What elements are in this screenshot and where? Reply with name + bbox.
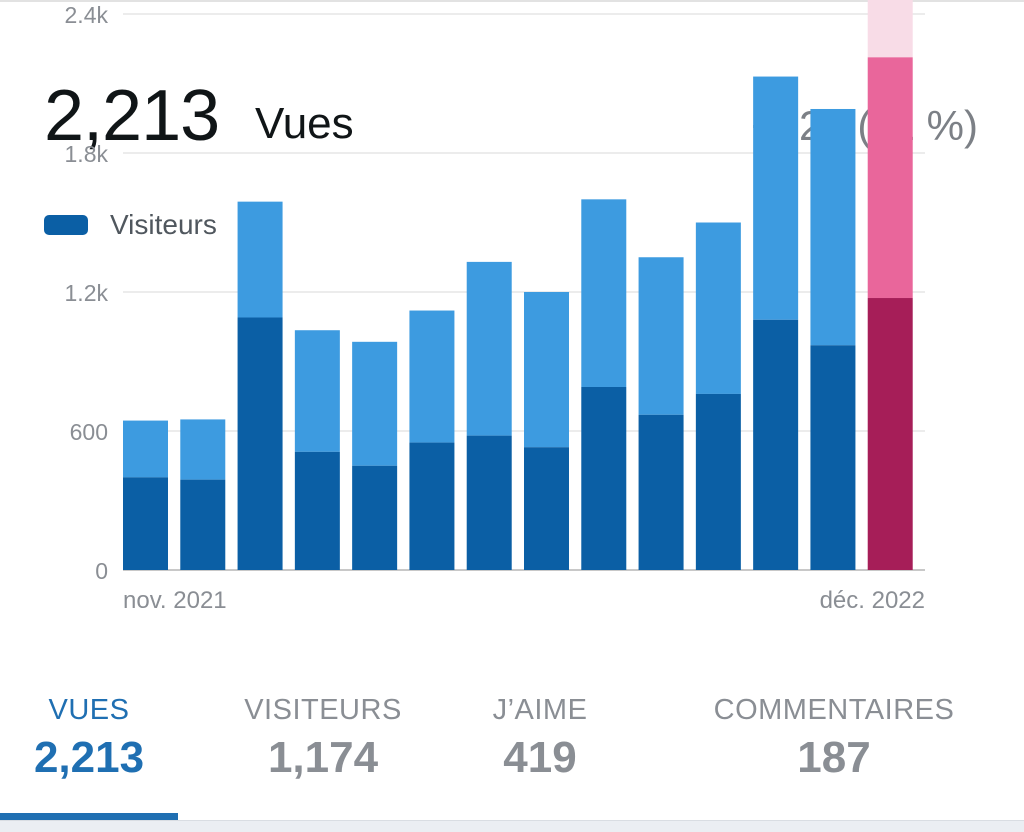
- y-axis-ticks: 0 600 1.2k 1.8k 2.4k: [65, 2, 109, 584]
- projection-bar: [867, 0, 913, 58]
- tab-comments-value: 187: [797, 733, 871, 782]
- tab-views[interactable]: VUES 2,213: [0, 692, 178, 784]
- active-tab-indicator: [0, 813, 178, 820]
- views-bar[interactable]: [753, 76, 799, 320]
- chart-bars: [123, 0, 913, 570]
- visitors-bar[interactable]: [466, 435, 512, 570]
- y-tick-label: 600: [70, 419, 108, 445]
- y-tick-label: 1.2k: [65, 280, 109, 306]
- views-bar[interactable]: [180, 419, 226, 480]
- visitors-bar[interactable]: [237, 317, 283, 570]
- visitors-bar[interactable]: [409, 442, 455, 570]
- tab-comments-label: COMMENTAIRES: [713, 694, 955, 726]
- visitors-bar[interactable]: [123, 477, 168, 570]
- tab-likes[interactable]: J’AIME 419: [460, 692, 620, 784]
- tab-visitors-value: 1,174: [267, 733, 379, 782]
- views-bar[interactable]: [810, 108, 856, 346]
- tab-likes-value: 419: [503, 733, 577, 782]
- tab-views-value: 2,213: [33, 733, 145, 782]
- views-bar[interactable]: [695, 222, 741, 394]
- y-tick-label: 0: [95, 558, 108, 584]
- tab-visitors[interactable]: VISITEURS 1,174: [218, 692, 428, 784]
- views-bar[interactable]: [237, 201, 283, 318]
- tab-likes-label: J’AIME: [492, 694, 588, 726]
- legend-label-visitors: Visiteurs: [110, 209, 217, 240]
- visitors-bar[interactable]: [695, 393, 741, 570]
- tab-comments[interactable]: COMMENTAIRES 187: [700, 692, 968, 784]
- tab-visitors-label: VISITEURS: [244, 694, 402, 726]
- y-tick-label: 1.8k: [65, 141, 109, 167]
- legend-swatch-visitors: [44, 215, 88, 235]
- views-bar[interactable]: [352, 341, 398, 466]
- total-views-value: 2,213: [44, 76, 220, 156]
- views-bar[interactable]: [581, 199, 627, 387]
- chart-legend: Visiteurs: [44, 208, 217, 242]
- views-bar[interactable]: [466, 261, 512, 436]
- views-bar-chart: 0 600 1.2k 1.8k 2.4k nov. 2021 déc. 2022: [65, 0, 925, 614]
- visitors-bar[interactable]: [352, 465, 398, 570]
- visitors-bar[interactable]: [638, 414, 684, 570]
- visitors-bar[interactable]: [753, 319, 799, 570]
- views-bar[interactable]: [123, 420, 168, 478]
- visitors-bar[interactable]: [581, 386, 627, 570]
- x-axis-ticks: nov. 2021 déc. 2022: [123, 587, 925, 614]
- x-tick-label-last: déc. 2022: [820, 587, 925, 614]
- y-tick-label: 2.4k: [65, 2, 109, 28]
- views-bar[interactable]: [294, 330, 340, 452]
- visitors-bar[interactable]: [294, 451, 340, 570]
- x-tick-label-first: nov. 2021: [123, 587, 227, 614]
- views-bar[interactable]: [524, 292, 569, 448]
- bottom-divider: [0, 820, 1024, 832]
- visitors-bar[interactable]: [180, 479, 226, 570]
- views-bar[interactable]: [867, 57, 913, 299]
- visitors-bar[interactable]: [524, 447, 569, 570]
- views-bar[interactable]: [409, 310, 455, 443]
- total-views-unit: Vues: [255, 99, 354, 148]
- top-divider: [0, 0, 1024, 2]
- tab-views-label: VUES: [48, 694, 130, 726]
- visitors-bar[interactable]: [810, 345, 856, 570]
- views-bar[interactable]: [638, 257, 684, 415]
- visitors-bar[interactable]: [867, 298, 913, 570]
